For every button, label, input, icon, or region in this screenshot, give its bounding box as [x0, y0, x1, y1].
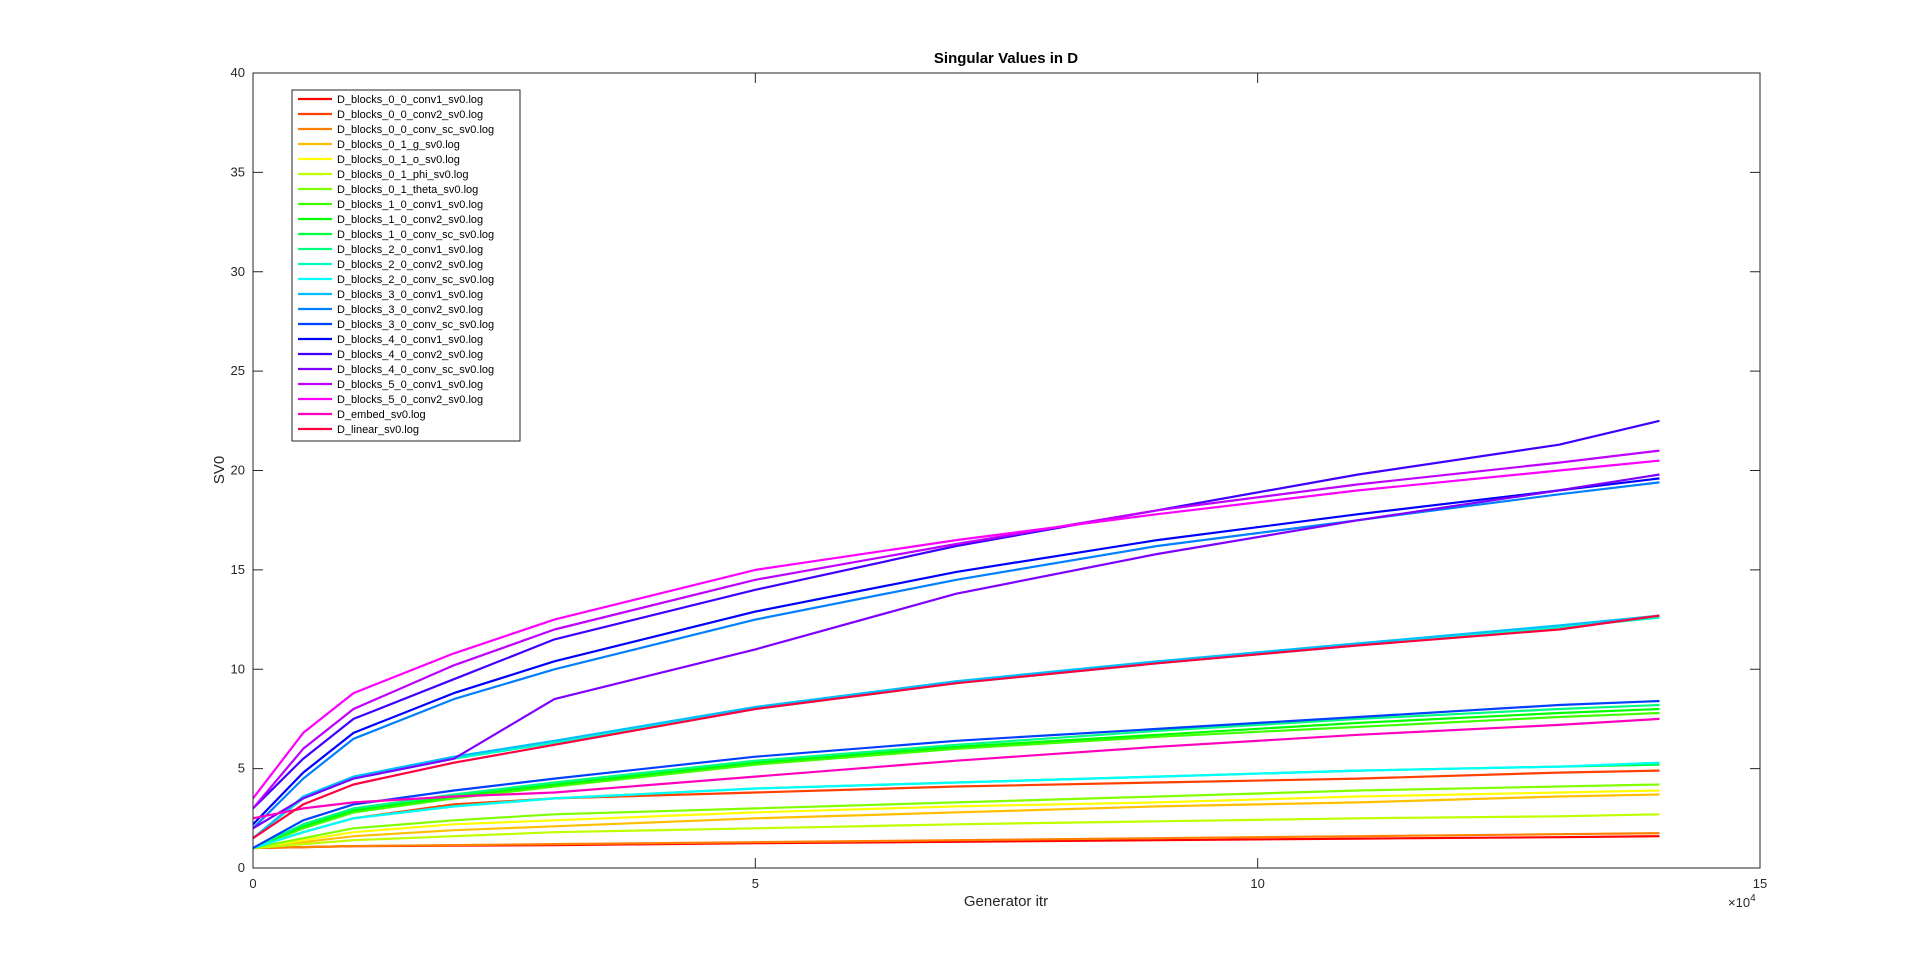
y-tick-label: 0	[238, 860, 245, 875]
series-line-16	[252, 699, 1660, 850]
legend-entry: D_blocks_1_0_conv2_sv0.log	[337, 214, 483, 226]
y-tick-label: 5	[238, 761, 245, 776]
chart-title: Singular Values in D	[934, 50, 1078, 67]
x-multiplier-exponent: 4	[1750, 893, 1756, 904]
x-tick-label: 10	[1250, 876, 1264, 891]
y-tick-label: 35	[231, 164, 245, 179]
legend-box	[291, 89, 521, 442]
legend-entry: D_blocks_5_0_conv2_sv0.log	[337, 394, 483, 406]
y-tick-label: 25	[231, 363, 245, 378]
legend-entry: D_blocks_0_1_theta_sv0.log	[337, 184, 478, 196]
series-line-17	[252, 477, 1660, 826]
legend-entry: D_embed_sv0.log	[337, 409, 426, 421]
x-tick-label: 15	[1753, 876, 1767, 891]
legend-entry: D_blocks_4_0_conv_sc_sv0.log	[337, 364, 494, 376]
series-line-19	[252, 473, 1660, 830]
legend-entry: D_blocks_1_0_conv_sc_sv0.log	[337, 229, 494, 241]
y-tick-label: 20	[231, 463, 245, 478]
series-line-3	[252, 832, 1660, 850]
series-line-6	[252, 813, 1660, 850]
x-tick-label: 0	[249, 876, 256, 891]
series-line-21	[252, 459, 1660, 800]
legend-entry: D_blocks_0_1_phi_sv0.log	[337, 169, 468, 181]
legend-entry: D_blocks_4_0_conv2_sv0.log	[337, 349, 483, 361]
legend-entry: D_blocks_0_0_conv_sc_sv0.log	[337, 124, 494, 136]
x-axis-multiplier: ×104	[1728, 893, 1756, 910]
y-axis-label: SV0	[211, 456, 228, 484]
series-line-22	[252, 717, 1660, 820]
series-line-5	[252, 789, 1660, 850]
series-line-9	[252, 707, 1660, 850]
legend-entry: D_blocks_0_0_conv1_sv0.log	[337, 94, 483, 106]
series-line-7	[252, 783, 1660, 850]
legend-entry: D_blocks_0_1_g_sv0.log	[337, 139, 460, 151]
x-ticks: 0 5 10 15	[249, 73, 1767, 891]
series-line-11	[252, 703, 1660, 850]
x-tick-label: 5	[752, 876, 759, 891]
x-multiplier-base: ×10	[1728, 895, 1750, 910]
series-line-23	[252, 614, 1660, 840]
y-tick-label: 40	[231, 65, 245, 80]
legend-entry: D_blocks_3_0_conv_sc_sv0.log	[337, 319, 494, 331]
series-line-13	[252, 761, 1660, 850]
x-axis-label: Generator itr	[964, 893, 1048, 910]
series-line-14	[252, 614, 1660, 840]
legend-entry: D_blocks_2_0_conv2_sv0.log	[337, 259, 483, 271]
series-line-18	[252, 419, 1660, 810]
legend-entry: D_blocks_0_1_o_sv0.log	[337, 154, 460, 166]
legend-entry: D_blocks_2_0_conv1_sv0.log	[337, 244, 483, 256]
y-tick-label: 30	[231, 264, 245, 279]
series-line-4	[252, 793, 1660, 850]
legend-entry: D_blocks_0_0_conv2_sv0.log	[337, 109, 483, 121]
legend-entry: D_blocks_3_0_conv1_sv0.log	[337, 289, 483, 301]
legend-entry: D_blocks_4_0_conv1_sv0.log	[337, 334, 483, 346]
legend-entry: D_blocks_5_0_conv1_sv0.log	[337, 379, 483, 391]
y-tick-label: 10	[231, 661, 245, 676]
legend-entry: D_blocks_2_0_conv_sc_sv0.log	[337, 274, 494, 286]
y-tick-label: 15	[231, 562, 245, 577]
series-line-20	[252, 449, 1660, 810]
legend: D_blocks_0_0_conv1_sv0.log D_blocks_0_0_c…	[291, 89, 521, 442]
y-ticks: 0 5 10 15 20 25 30 35 40	[231, 65, 1760, 875]
series-line-8	[252, 711, 1660, 850]
legend-entry: D_blocks_3_0_conv2_sv0.log	[337, 304, 483, 316]
series-line-15	[252, 481, 1660, 830]
legend-entry: D_linear_sv0.log	[337, 424, 419, 436]
legend-entry: D_blocks_1_0_conv1_sv0.log	[337, 199, 483, 211]
series-layer	[252, 419, 1660, 850]
